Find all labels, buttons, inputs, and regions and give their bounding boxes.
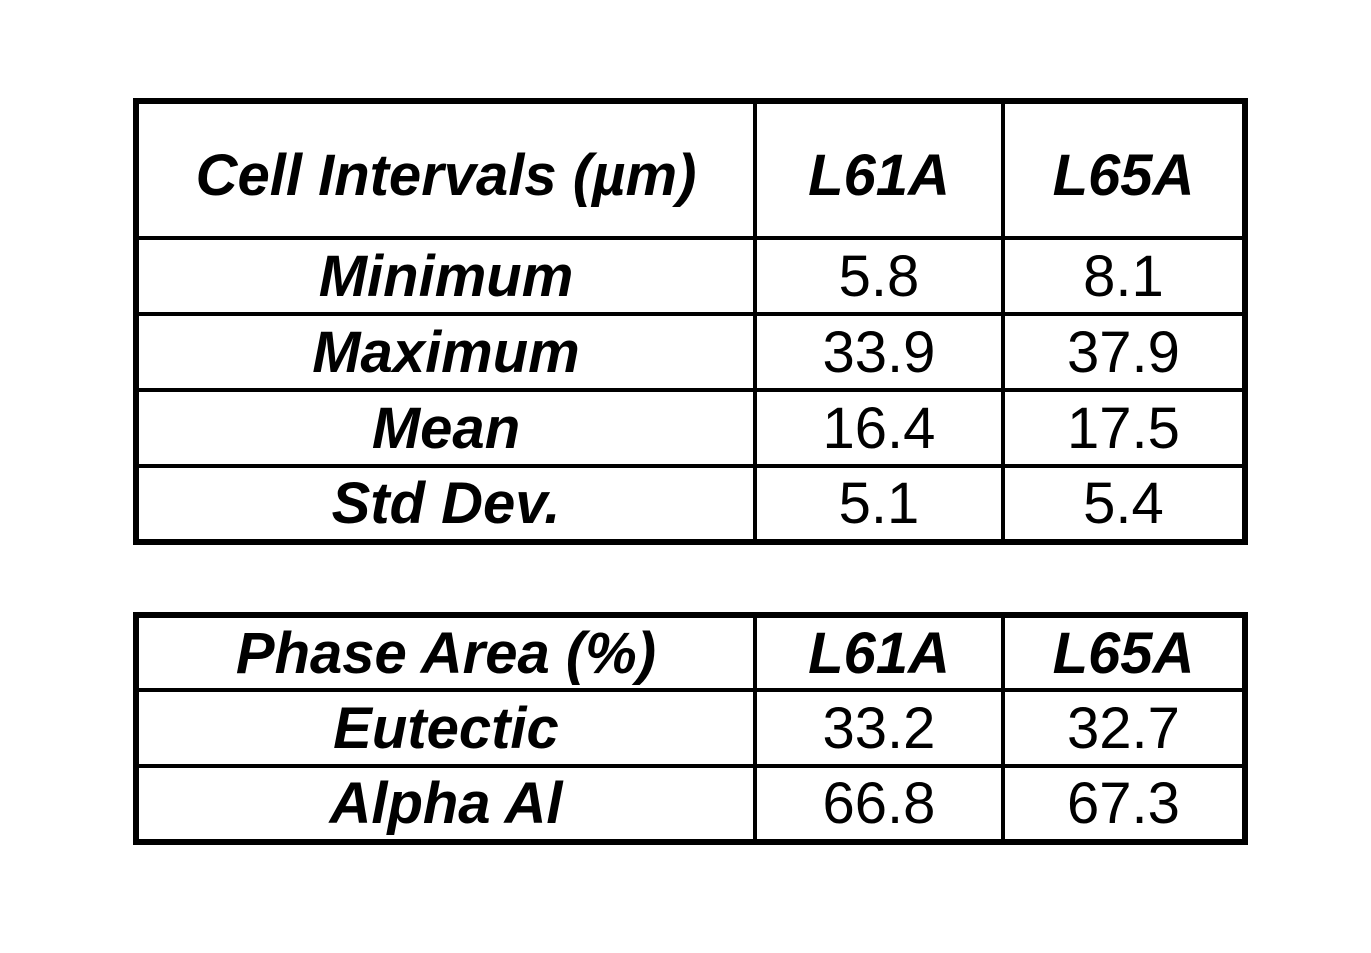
- cell-value: 5.1: [753, 464, 1005, 544]
- column-header-l65a: L65A: [1001, 99, 1247, 240]
- table-header-row: Phase Area (%) L61A L65A: [134, 613, 1247, 692]
- table-row: Alpha Al 66.8 67.3: [134, 764, 1247, 844]
- row-label-minimum: Minimum: [134, 236, 757, 316]
- table-header-row: Cell Intervals (µm) L61A L65A: [134, 99, 1247, 240]
- table-row: Eutectic 33.2 32.7: [134, 688, 1247, 768]
- column-header-l65a: L65A: [1001, 613, 1247, 692]
- row-label-maximum: Maximum: [134, 312, 757, 392]
- column-header-l61a: L61A: [753, 613, 1005, 692]
- cell-value: 17.5: [1001, 388, 1247, 468]
- table-title: Phase Area (%): [134, 613, 757, 692]
- table-row: Minimum 5.8 8.1: [134, 236, 1247, 316]
- cell-value: 66.8: [753, 764, 1005, 844]
- phase-area-table: Phase Area (%) L61A L65A Eutectic 33.2 3…: [133, 612, 1248, 845]
- table-row: Std Dev. 5.1 5.4: [134, 464, 1247, 544]
- cell-value: 67.3: [1001, 764, 1247, 844]
- column-header-l61a: L61A: [753, 99, 1005, 240]
- cell-value: 8.1: [1001, 236, 1247, 316]
- table-row: Maximum 33.9 37.9: [134, 312, 1247, 392]
- cell-value: 5.4: [1001, 464, 1247, 544]
- cell-value: 33.2: [753, 688, 1005, 768]
- cell-value: 37.9: [1001, 312, 1247, 392]
- cell-value: 32.7: [1001, 688, 1247, 768]
- row-label-std-dev: Std Dev.: [134, 464, 757, 544]
- table-title: Cell Intervals (µm): [134, 99, 757, 240]
- row-label-eutectic: Eutectic: [134, 688, 757, 768]
- table-row: Mean 16.4 17.5: [134, 388, 1247, 468]
- cell-intervals-table: Cell Intervals (µm) L61A L65A Minimum 5.…: [133, 98, 1248, 545]
- cell-value: 16.4: [753, 388, 1005, 468]
- cell-value: 5.8: [753, 236, 1005, 316]
- row-label-alpha-al: Alpha Al: [134, 764, 757, 844]
- cell-value: 33.9: [753, 312, 1005, 392]
- row-label-mean: Mean: [134, 388, 757, 468]
